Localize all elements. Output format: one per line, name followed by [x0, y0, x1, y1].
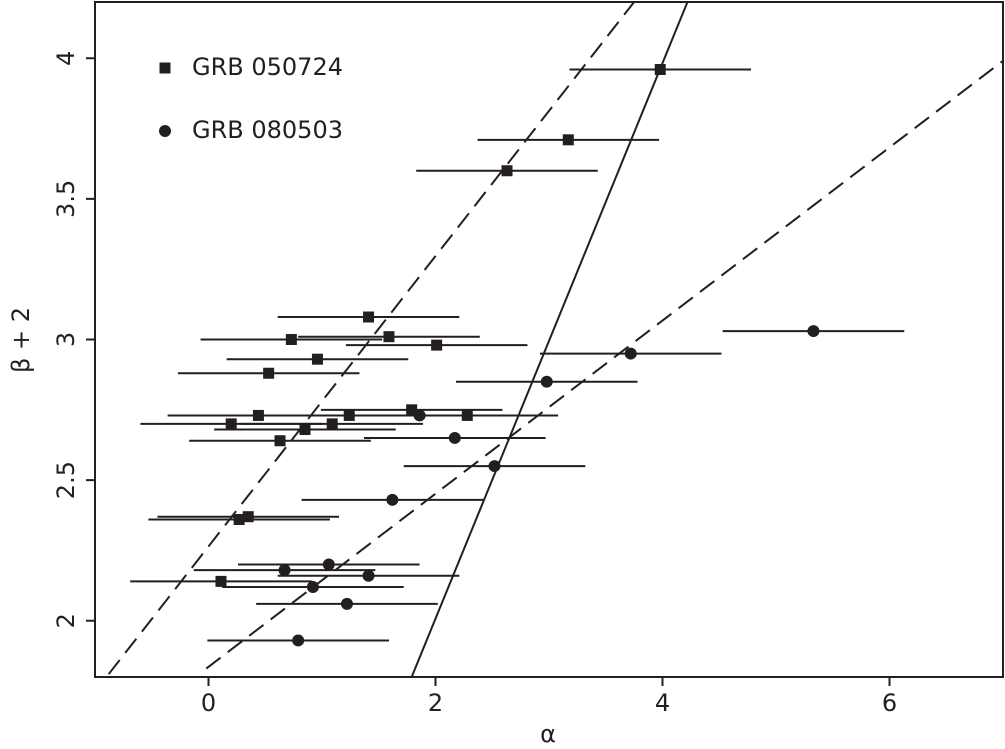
point	[362, 569, 375, 582]
point	[488, 460, 501, 473]
point	[306, 581, 319, 593]
point	[363, 311, 375, 323]
x-tick-label: 6	[882, 689, 897, 717]
point	[215, 575, 227, 587]
point	[654, 64, 666, 75]
point	[311, 353, 323, 365]
y-tick-label: 4	[52, 51, 80, 66]
point	[413, 409, 426, 422]
point	[233, 514, 245, 525]
legend-marker	[159, 62, 171, 74]
point	[406, 404, 418, 416]
point	[540, 375, 553, 388]
x-tick-label: 0	[201, 689, 216, 717]
fit-line	[107, 2, 635, 675]
x-tick-label: 2	[428, 689, 443, 717]
legend-marker	[159, 125, 171, 137]
point	[263, 367, 275, 379]
point	[322, 558, 335, 571]
point	[383, 331, 395, 343]
point	[807, 325, 820, 338]
y-tick-label: 2.5	[52, 461, 80, 499]
point	[501, 165, 513, 177]
legend-label: GRB 050724	[192, 53, 343, 81]
fit-line	[205, 59, 1003, 670]
point	[225, 418, 237, 430]
point	[624, 347, 637, 360]
point	[340, 597, 353, 610]
point	[326, 418, 338, 430]
point	[285, 334, 297, 345]
point	[299, 424, 311, 435]
x-axis-label: α	[540, 720, 556, 745]
point	[278, 564, 291, 577]
y-tick-label: 3	[52, 332, 80, 347]
plot-area	[107, 2, 1003, 677]
x-tick-label: 4	[655, 689, 670, 717]
point	[292, 634, 305, 647]
point	[562, 134, 574, 146]
point	[242, 511, 254, 523]
fit-line	[410, 2, 689, 677]
point	[431, 339, 443, 351]
point	[274, 435, 286, 447]
y-tick-label: 3.5	[52, 180, 80, 218]
y-tick-label: 2	[52, 613, 80, 628]
point	[386, 493, 399, 506]
legend-label: GRB 080503	[192, 116, 343, 144]
y-axis-label: β + 2	[7, 307, 35, 373]
point	[448, 431, 461, 444]
